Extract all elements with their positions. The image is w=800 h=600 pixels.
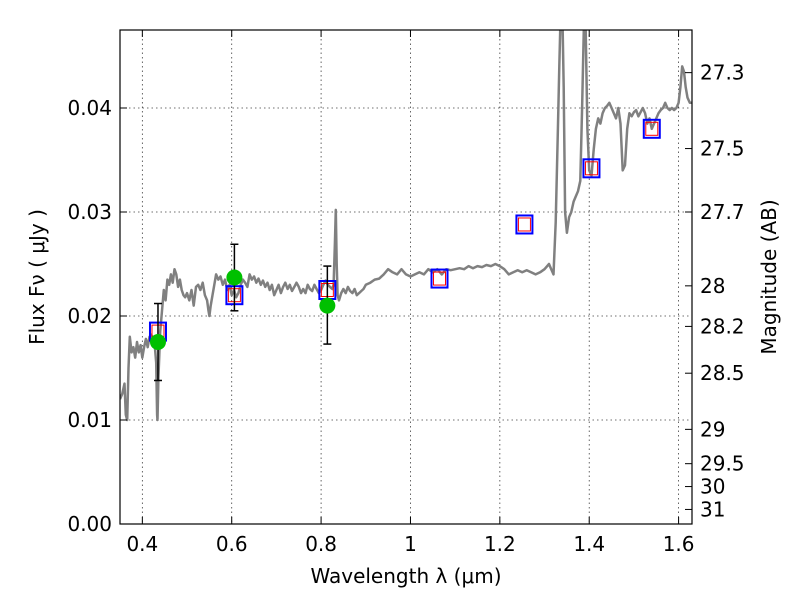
x-tick-label: 1 [404,532,417,556]
y-right-tick-label: 27.5 [700,137,745,161]
y-tick-label: 0.00 [67,512,112,536]
x-tick-label: 0.8 [305,532,337,556]
y-tick-label: 0.02 [67,304,112,328]
model-band-series [148,118,661,342]
y-right-tick-label: 31 [700,497,725,521]
model-band-marker [582,158,601,179]
model-band-inner-marker [645,121,659,136]
y-right-tick-label: 28.5 [700,361,745,385]
y-right-tick-label: 30 [700,475,725,499]
y-tick-label: 0.04 [67,96,112,120]
x-tick-label: 0.4 [126,532,158,556]
model-band-marker [642,118,661,139]
observed-point [226,269,243,286]
y-right-tick-label: 28.2 [700,314,745,338]
axis-ticks: 0.4 0.6 0.8 1 1.2 1.4 1.6 0.00 0.01 0.02 0.03 0.04 2… [67,30,745,556]
observed-point [149,334,166,350]
observed-point [319,297,336,314]
model-band-marker [515,214,534,235]
grid [120,30,692,525]
model-band-inner-marker [584,161,598,176]
spectrum-series [120,30,692,422]
y-right-tick-label: 29 [700,417,725,441]
x-tick-label: 1.2 [484,532,516,556]
x-tick-label: 1.6 [663,532,695,556]
y-axis-label: Flux Fν ( μJy ) [25,209,49,345]
observed-series [149,243,336,382]
y-right-tick-label: 29.5 [700,452,745,476]
model-band-inner-marker [517,217,531,232]
x-tick-label: 1.4 [573,532,605,556]
y-right-tick-label: 28 [700,274,725,298]
plot-frame [119,29,693,525]
y-right-tick-label: 27.3 [700,61,745,85]
y-tick-label: 0.03 [67,200,112,224]
x-tick-label: 0.6 [216,532,248,556]
y-tick-label: 0.01 [67,408,112,432]
model-band-marker [430,268,449,289]
model-band-inner-marker [433,271,447,286]
y-right-tick-label: 27.7 [700,200,745,224]
x-axis-label: Wavelength λ (μm) [310,564,501,588]
y-right-axis-label: Magnitude (AB) [757,199,781,354]
spectrum-line [120,30,692,422]
